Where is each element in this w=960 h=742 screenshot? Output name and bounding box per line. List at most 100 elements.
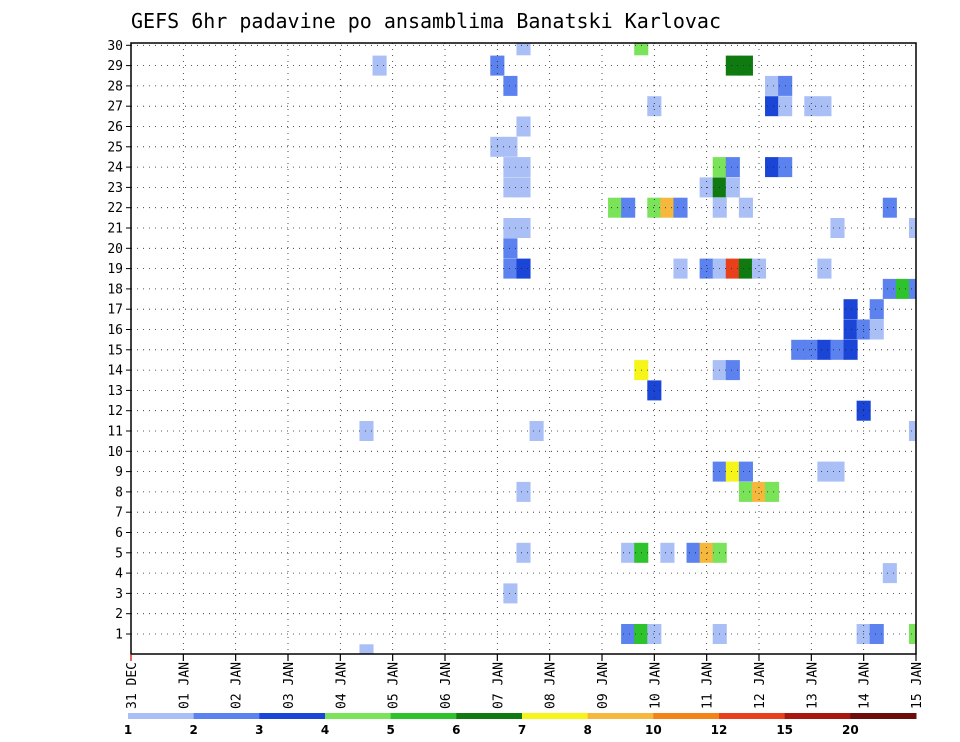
colorbar-label: 5 bbox=[386, 723, 394, 737]
y-tick-label: 2 bbox=[115, 607, 123, 622]
colorbar-label: 12 bbox=[711, 723, 728, 737]
precip-cell bbox=[738, 461, 753, 482]
y-tick-label: 14 bbox=[107, 364, 123, 379]
x-tick-label: 05 JAN bbox=[387, 662, 402, 709]
precip-cell bbox=[843, 339, 858, 360]
y-tick-label: 9 bbox=[115, 465, 123, 480]
heatmap-cells bbox=[359, 43, 916, 654]
plot-frame bbox=[130, 42, 917, 655]
precip-cell bbox=[647, 380, 662, 401]
precip-cell bbox=[503, 177, 518, 198]
precip-cell bbox=[843, 319, 858, 340]
y-tick-label: 23 bbox=[107, 181, 123, 196]
precip-cell bbox=[843, 299, 858, 320]
y-tick-label: 10 bbox=[107, 445, 123, 460]
colorbar-swatch bbox=[719, 713, 786, 719]
precip-cell bbox=[908, 278, 916, 299]
chart-title: GEFS 6hr padavine po ansamblima Banatski… bbox=[131, 9, 721, 33]
precip-cell bbox=[503, 258, 518, 279]
x-tick-label: 13 JAN bbox=[805, 662, 820, 709]
precip-cell bbox=[372, 55, 387, 76]
precip-cell bbox=[869, 319, 884, 340]
y-tick-label: 21 bbox=[107, 222, 123, 237]
precip-cell bbox=[516, 43, 531, 56]
x-tick-label: 10 JAN bbox=[648, 662, 663, 709]
y-tick-label: 19 bbox=[107, 262, 123, 277]
colorbar-label: 15 bbox=[776, 723, 793, 737]
precip-cell bbox=[738, 481, 753, 502]
precip-cell bbox=[516, 481, 531, 502]
precip-cell bbox=[817, 461, 832, 482]
colorbar-swatch bbox=[653, 713, 720, 719]
precip-cell bbox=[725, 461, 740, 482]
precip-cell bbox=[647, 96, 662, 117]
y-tick-label: 29 bbox=[107, 59, 123, 74]
y-tick-label: 8 bbox=[115, 485, 123, 500]
colorbar-label: 6 bbox=[452, 723, 460, 737]
precip-cell bbox=[830, 339, 845, 360]
colorbar-label: 3 bbox=[255, 723, 263, 737]
precip-cell bbox=[699, 542, 714, 563]
precip-cell bbox=[725, 157, 740, 178]
y-tick-label: 5 bbox=[115, 546, 123, 561]
y-tick-label: 15 bbox=[107, 343, 123, 358]
precip-cell bbox=[908, 421, 916, 441]
precip-cell bbox=[673, 258, 688, 279]
precip-cell bbox=[738, 55, 753, 76]
precip-cell bbox=[804, 96, 819, 117]
precip-cell bbox=[647, 624, 662, 644]
precip-cell bbox=[647, 197, 662, 218]
x-tick-label: 12 JAN bbox=[753, 662, 768, 709]
colorbar-label: 10 bbox=[645, 723, 662, 737]
precip-cell bbox=[634, 43, 649, 56]
y-tick-label: 11 bbox=[107, 425, 123, 440]
y-tick-label: 28 bbox=[107, 79, 123, 94]
colorbar-swatch bbox=[784, 713, 851, 719]
precip-cell bbox=[869, 299, 884, 320]
colorbar-swatch bbox=[390, 713, 457, 719]
precip-cell bbox=[725, 55, 740, 76]
precip-cell bbox=[503, 218, 518, 238]
colorbar: 1 2 3 4 5 6 7 8 10 12 15 20 bbox=[124, 713, 917, 737]
precip-cell bbox=[503, 136, 518, 157]
precip-cell bbox=[608, 197, 623, 218]
x-tick-label: 15 JAN bbox=[910, 662, 925, 709]
precip-cell bbox=[725, 360, 740, 381]
x-tick-label: 07 JAN bbox=[491, 662, 506, 709]
precip-cell bbox=[817, 258, 832, 279]
colorbar-swatch bbox=[456, 713, 523, 719]
precip-cell bbox=[882, 278, 897, 299]
y-tick-label: 26 bbox=[107, 120, 123, 135]
precip-cell bbox=[516, 116, 531, 137]
precip-cell bbox=[725, 177, 740, 198]
precip-cell bbox=[725, 258, 740, 279]
y-tick-label: 24 bbox=[107, 161, 123, 176]
precip-cell bbox=[895, 278, 910, 299]
precip-cell bbox=[738, 197, 753, 218]
precip-cell bbox=[817, 339, 832, 360]
y-tick-label: 13 bbox=[107, 384, 123, 399]
precip-cell bbox=[621, 624, 636, 644]
x-tick-label: 09 JAN bbox=[596, 662, 611, 709]
precip-cell bbox=[673, 197, 688, 218]
precip-cell bbox=[503, 75, 518, 96]
y-tick-label: 22 bbox=[107, 201, 123, 216]
precip-cell bbox=[359, 644, 374, 654]
precip-cell bbox=[516, 542, 531, 563]
precip-cell bbox=[738, 258, 753, 279]
y-tick-label: 30 bbox=[107, 39, 123, 54]
x-axis: 31 DEC 01 JAN 02 JAN 03 JAN 04 JAN 05 JAN 06 J… bbox=[125, 654, 925, 709]
x-tick-label: 01 JAN bbox=[177, 662, 192, 709]
precip-cell bbox=[908, 624, 916, 644]
colorbar-swatch bbox=[325, 713, 392, 719]
y-tick-label: 3 bbox=[115, 587, 123, 602]
y-tick-label: 6 bbox=[115, 526, 123, 541]
y-tick-label: 17 bbox=[107, 303, 123, 318]
precip-cell bbox=[516, 218, 531, 238]
precip-cell bbox=[908, 218, 916, 238]
colorbar-label: 2 bbox=[189, 723, 197, 737]
precip-cell bbox=[686, 542, 701, 563]
y-tick-label: 16 bbox=[107, 323, 123, 338]
precip-cell bbox=[765, 75, 780, 96]
